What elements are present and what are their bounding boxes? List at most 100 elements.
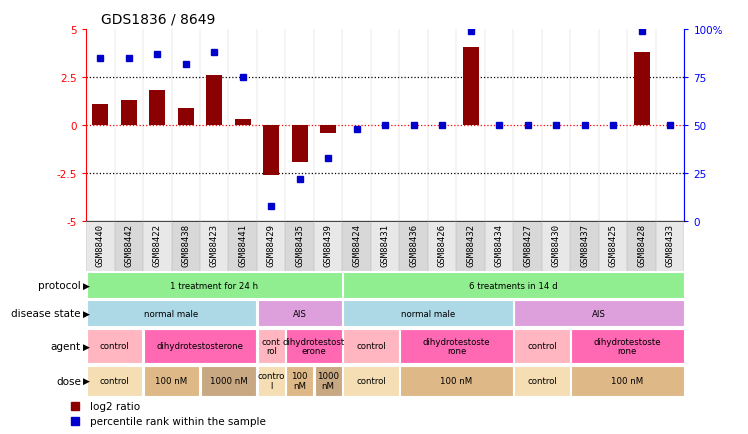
Bar xyxy=(514,301,684,326)
Text: 1 treatment for 24 h: 1 treatment for 24 h xyxy=(171,281,258,290)
Bar xyxy=(400,329,513,363)
Text: GSM88428: GSM88428 xyxy=(637,224,646,267)
Bar xyxy=(485,221,513,271)
Text: 1000
nM: 1000 nM xyxy=(317,372,340,390)
Bar xyxy=(286,366,313,396)
Text: cont
rol: cont rol xyxy=(262,337,280,355)
Bar xyxy=(400,366,513,396)
Bar xyxy=(513,221,542,271)
Bar xyxy=(399,221,428,271)
Bar xyxy=(144,366,200,396)
Bar xyxy=(514,329,570,363)
Text: 100 nM: 100 nM xyxy=(441,376,473,385)
Bar xyxy=(320,126,336,134)
Text: contro
l: contro l xyxy=(257,372,285,390)
Bar xyxy=(286,221,314,271)
Bar xyxy=(456,221,485,271)
Bar xyxy=(343,273,684,298)
Text: control: control xyxy=(356,376,386,385)
Bar xyxy=(463,48,479,126)
Text: GDS1836 / 8649: GDS1836 / 8649 xyxy=(101,12,215,26)
Text: AIS: AIS xyxy=(592,309,606,318)
Bar xyxy=(257,329,285,363)
Text: GSM88430: GSM88430 xyxy=(552,224,561,267)
Text: control: control xyxy=(99,376,129,385)
Text: GSM88441: GSM88441 xyxy=(239,224,248,267)
Text: GSM88425: GSM88425 xyxy=(609,224,618,267)
Text: 100 nM: 100 nM xyxy=(156,376,188,385)
Text: 1000 nM: 1000 nM xyxy=(209,376,248,385)
Text: 6 treatments in 14 d: 6 treatments in 14 d xyxy=(469,281,558,290)
Text: GSM88422: GSM88422 xyxy=(153,224,162,267)
Text: GSM88435: GSM88435 xyxy=(295,224,304,267)
Text: ▶: ▶ xyxy=(83,281,90,290)
Text: protocol: protocol xyxy=(38,280,81,290)
Bar xyxy=(571,329,684,363)
Bar xyxy=(628,221,656,271)
Text: dihydrotestosterone: dihydrotestosterone xyxy=(156,342,244,351)
Text: GSM88432: GSM88432 xyxy=(466,224,475,267)
Bar xyxy=(121,101,137,126)
Bar xyxy=(144,329,257,363)
Text: GSM88423: GSM88423 xyxy=(209,224,218,267)
Bar xyxy=(292,126,307,162)
Bar xyxy=(542,221,571,271)
Bar xyxy=(150,91,165,126)
Bar xyxy=(257,366,285,396)
Bar xyxy=(634,53,649,126)
Text: 100 nM: 100 nM xyxy=(611,376,643,385)
Bar xyxy=(343,221,371,271)
Text: GSM88433: GSM88433 xyxy=(666,224,675,267)
Bar xyxy=(428,221,456,271)
Text: dihydrotestost
erone: dihydrotestost erone xyxy=(283,337,345,355)
Bar xyxy=(200,366,257,396)
Text: GSM88431: GSM88431 xyxy=(381,224,390,267)
Bar xyxy=(114,221,143,271)
Text: ▶: ▶ xyxy=(83,342,90,351)
Text: ▶: ▶ xyxy=(83,309,90,318)
Text: GSM88427: GSM88427 xyxy=(523,224,532,267)
Text: dose: dose xyxy=(56,376,81,386)
Bar xyxy=(86,221,114,271)
Text: AIS: AIS xyxy=(292,309,307,318)
Text: control: control xyxy=(356,342,386,351)
Bar xyxy=(228,221,257,271)
Bar xyxy=(343,366,399,396)
Bar xyxy=(87,366,142,396)
Bar xyxy=(257,221,286,271)
Text: dihydrotestoste
rone: dihydrotestoste rone xyxy=(423,337,490,355)
Bar xyxy=(171,221,200,271)
Bar xyxy=(235,120,251,126)
Bar xyxy=(514,366,570,396)
Text: GSM88442: GSM88442 xyxy=(124,224,133,267)
Bar xyxy=(87,301,257,326)
Bar xyxy=(87,273,342,298)
Bar xyxy=(315,366,342,396)
Bar xyxy=(286,329,342,363)
Text: GSM88429: GSM88429 xyxy=(267,224,276,267)
Text: GSM88434: GSM88434 xyxy=(494,224,503,267)
Bar xyxy=(343,329,399,363)
Text: GSM88439: GSM88439 xyxy=(324,224,333,267)
Bar xyxy=(343,301,513,326)
Bar xyxy=(200,221,228,271)
Text: GSM88426: GSM88426 xyxy=(438,224,447,267)
Bar xyxy=(87,329,142,363)
Text: percentile rank within the sample: percentile rank within the sample xyxy=(90,417,266,427)
Text: GSM88438: GSM88438 xyxy=(181,224,190,267)
Text: agent: agent xyxy=(51,341,81,351)
Bar xyxy=(143,221,171,271)
Text: GSM88436: GSM88436 xyxy=(409,224,418,267)
Text: control: control xyxy=(99,342,129,351)
Text: disease state: disease state xyxy=(11,309,81,319)
Bar xyxy=(206,76,222,126)
Text: 100
nM: 100 nM xyxy=(292,372,308,390)
Bar xyxy=(257,301,342,326)
Bar xyxy=(93,105,108,126)
Bar xyxy=(371,221,399,271)
Text: dihydrotestoste
rone: dihydrotestoste rone xyxy=(594,337,661,355)
Text: normal male: normal male xyxy=(401,309,455,318)
Text: control: control xyxy=(527,376,557,385)
Bar xyxy=(571,221,599,271)
Bar xyxy=(314,221,343,271)
